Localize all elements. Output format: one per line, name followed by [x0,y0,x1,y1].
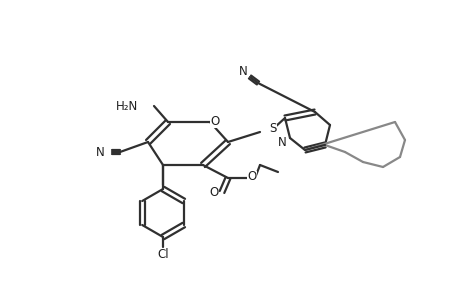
Text: N: N [95,146,104,158]
Text: H₂N: H₂N [116,100,138,112]
Text: Cl: Cl [157,248,168,262]
Text: N: N [238,64,247,77]
Text: S: S [269,122,276,134]
Text: O: O [209,187,218,200]
Text: N: N [277,136,286,148]
Text: O: O [247,170,256,184]
Text: O: O [210,115,219,128]
